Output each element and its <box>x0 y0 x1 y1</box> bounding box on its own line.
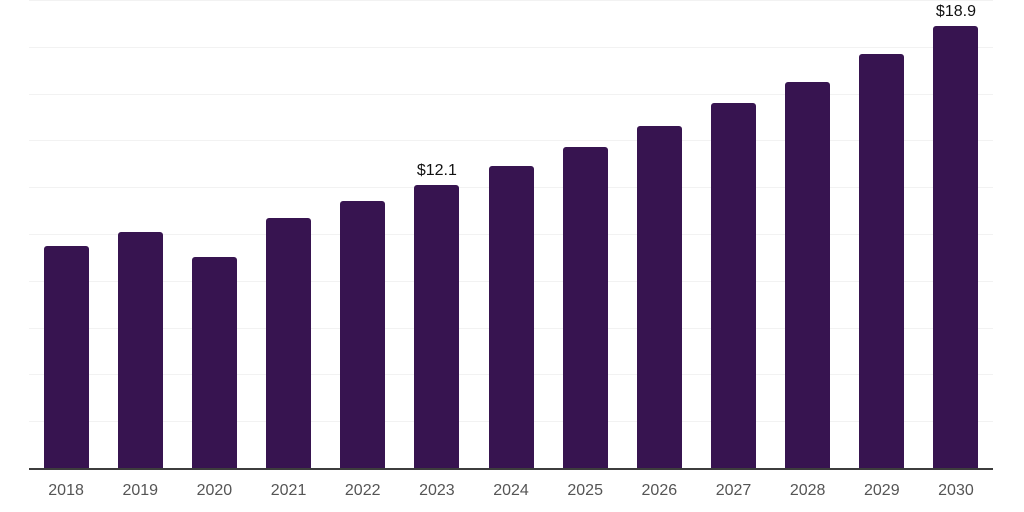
bar-2024 <box>488 166 534 468</box>
bar-column-2026 <box>622 0 696 468</box>
x-tick-label-2023: 2023 <box>419 482 455 499</box>
bar-2018 <box>43 245 89 468</box>
x-tick-label-2022: 2022 <box>344 482 381 499</box>
bar-2030 <box>933 25 979 468</box>
gridline-20 <box>29 0 993 1</box>
bar-column-2030: $18.9 <box>919 0 993 468</box>
bar-column-2028 <box>771 0 845 468</box>
x-tick-label-2024: 2024 <box>493 482 529 499</box>
bar-column-2023: $12.1 <box>400 0 474 468</box>
bar-column-2022 <box>326 0 400 468</box>
bar-2023 <box>414 184 460 468</box>
bar-column-2020 <box>177 0 251 468</box>
x-tick-label-2018: 2018 <box>48 482 84 499</box>
bar-column-2024 <box>474 0 548 468</box>
bar-2021 <box>266 217 312 468</box>
bar-2028 <box>785 81 831 468</box>
bar-column-2019 <box>103 0 177 468</box>
gridline-18 <box>29 46 993 48</box>
x-tick-label-2026: 2026 <box>641 482 678 499</box>
x-tick-label-2030: 2030 <box>938 482 974 499</box>
bar-2019 <box>117 231 163 468</box>
x-axis-labels: 2018 2019 2020 2021 2022 2023 2024 2025 2026 2027… <box>29 470 993 512</box>
x-tick-label-2027: 2027 <box>715 482 752 499</box>
bars-container: $12.1 $18.9 <box>29 0 993 468</box>
bar-column-2025 <box>548 0 622 468</box>
x-tick-label-2028: 2028 <box>789 482 826 499</box>
x-tick-label-2029: 2029 <box>864 482 900 499</box>
bar-2022 <box>340 201 386 468</box>
x-axis-line <box>29 468 993 470</box>
x-tick-label-2020: 2020 <box>196 482 233 499</box>
bar-2026 <box>636 126 682 468</box>
value-label-2023: $12.1 <box>416 161 457 179</box>
gridline-16 <box>29 93 993 95</box>
bar-column-2018 <box>29 0 103 468</box>
gridline-14 <box>29 140 993 142</box>
bar-column-2027 <box>696 0 770 468</box>
bar-column-2029 <box>845 0 919 468</box>
x-tick-label-2019: 2019 <box>122 482 159 499</box>
bar-2027 <box>710 102 756 468</box>
plot-area: $12.1 $18.9 <box>29 0 993 468</box>
bar-2029 <box>859 53 905 468</box>
x-tick-label-2021: 2021 <box>270 482 307 499</box>
value-label-2030: $18.9 <box>935 2 976 20</box>
bar-column-2021 <box>251 0 325 468</box>
bar-2025 <box>562 147 608 468</box>
bar-2020 <box>191 257 237 468</box>
x-tick-label-2025: 2025 <box>567 482 603 499</box>
